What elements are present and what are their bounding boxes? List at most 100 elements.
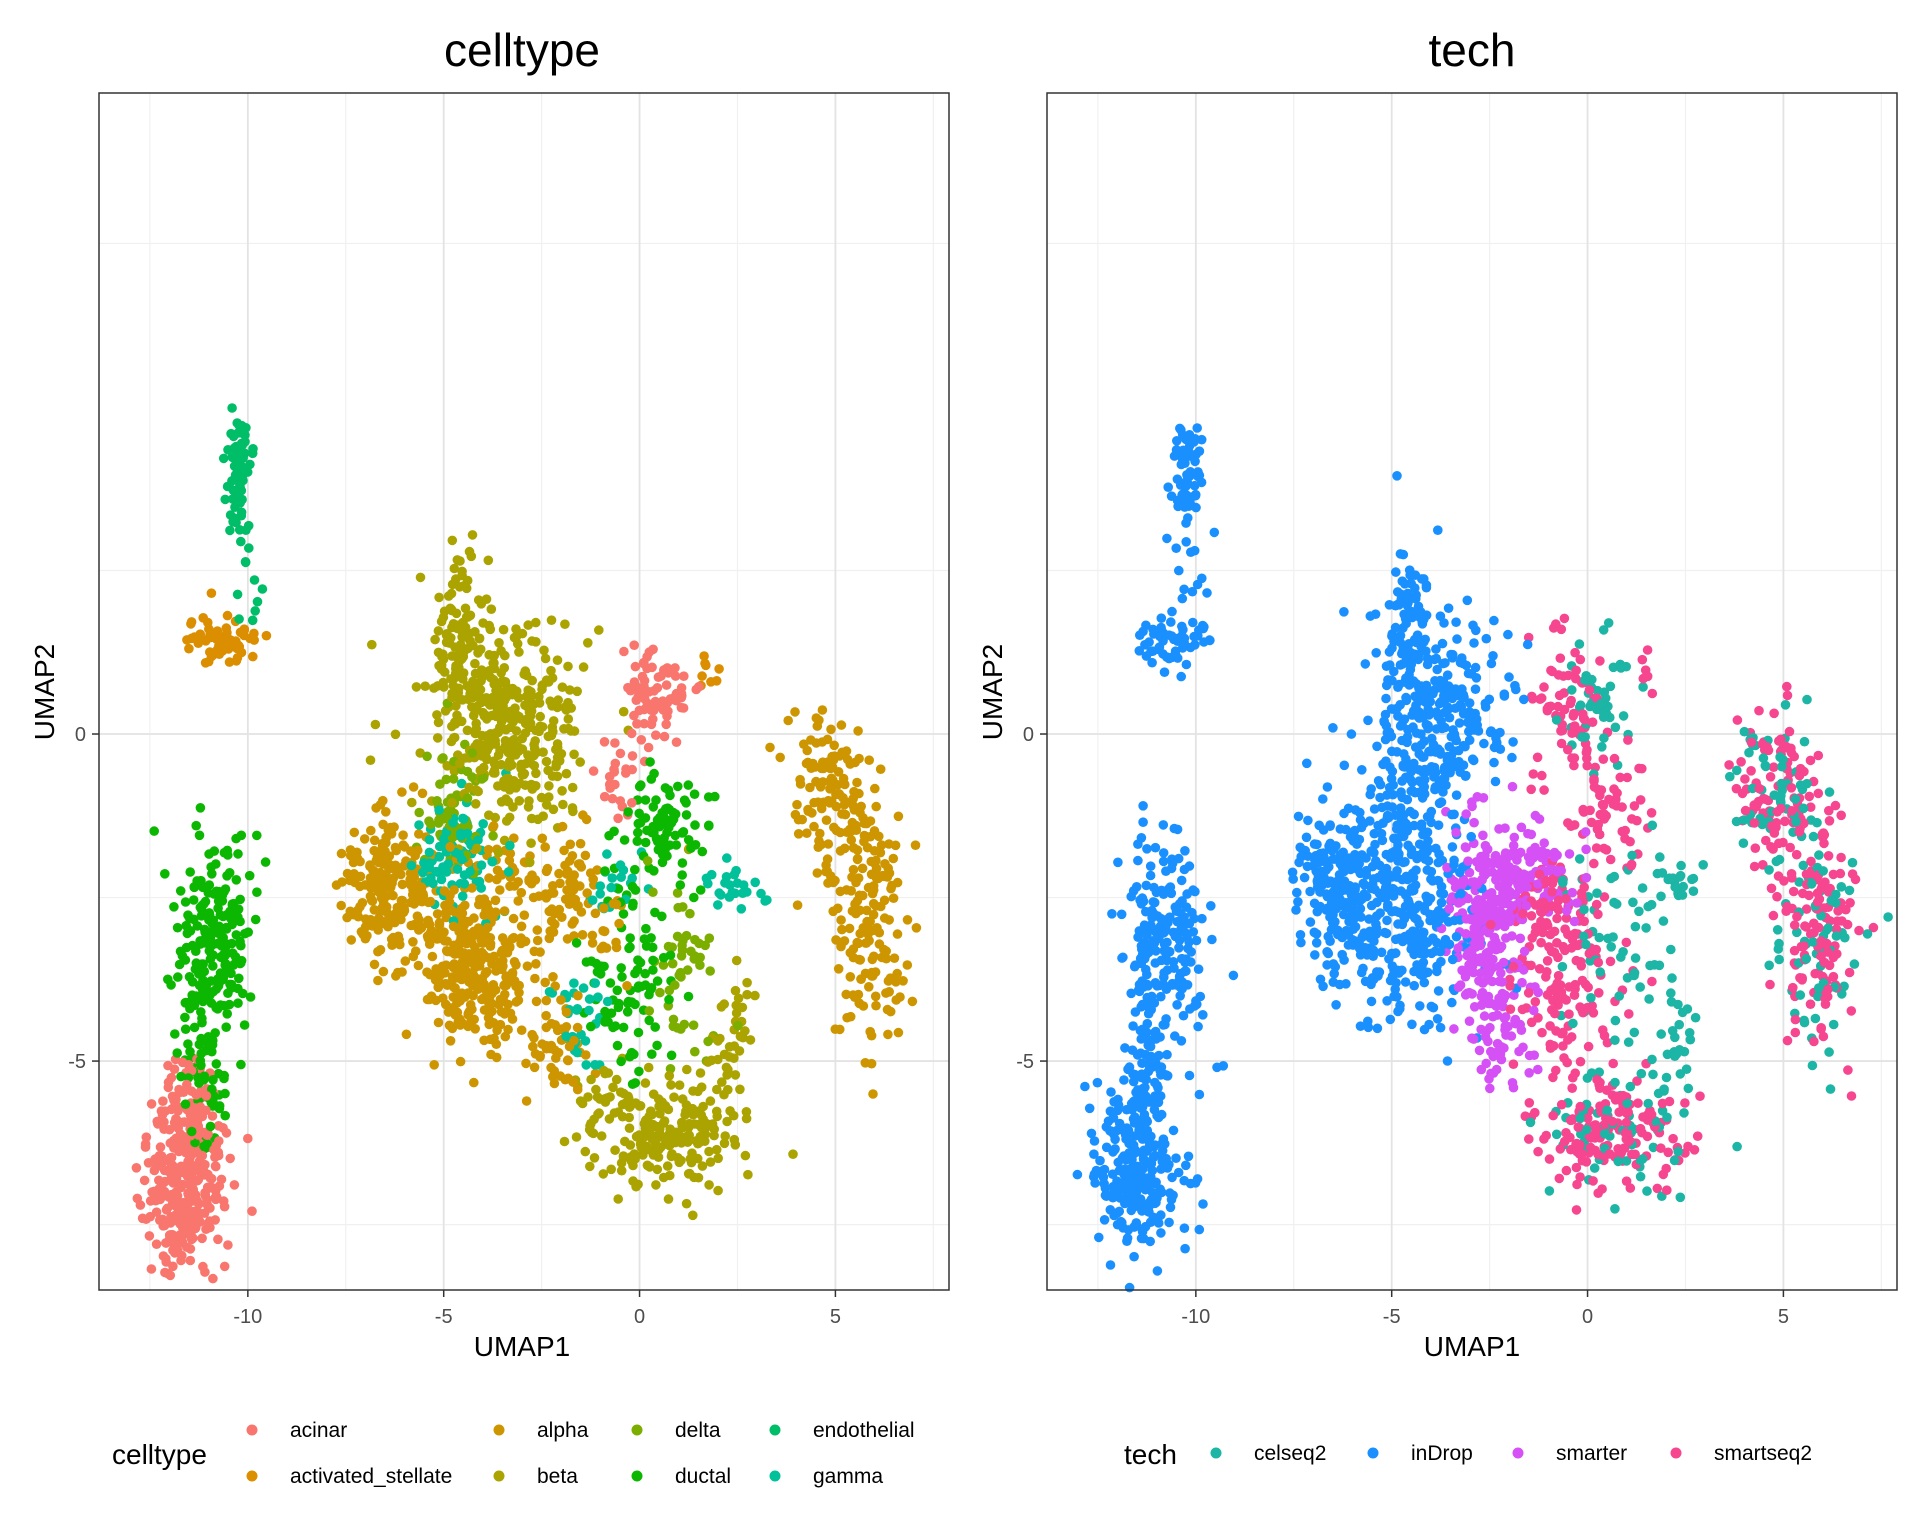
- point-acinar: [619, 646, 629, 657]
- point-beta: [741, 1113, 752, 1124]
- point-smartseq2: [1749, 861, 1760, 872]
- point-inDrop: [1428, 933, 1438, 943]
- point-alpha: [504, 976, 515, 987]
- point-alpha: [441, 912, 452, 923]
- point-beta: [682, 1064, 692, 1075]
- point-gamma: [456, 778, 467, 789]
- point-beta: [693, 1172, 704, 1183]
- point-beta: [468, 676, 478, 687]
- point-delta: [675, 967, 686, 978]
- point-alpha: [831, 825, 842, 836]
- point-celseq2: [1638, 682, 1648, 692]
- point-acinar: [604, 779, 615, 790]
- point-beta: [694, 1106, 705, 1116]
- point-ductal: [633, 827, 643, 838]
- point-alpha: [476, 955, 487, 966]
- point-ductal: [213, 903, 223, 914]
- point-ductal: [646, 933, 656, 943]
- point-ductal: [683, 991, 694, 1002]
- point-beta: [729, 1053, 739, 1063]
- point-gamma: [736, 904, 747, 914]
- x-tick-label: -10: [233, 1306, 262, 1328]
- point-celseq2: [1836, 882, 1847, 892]
- point-alpha: [575, 838, 586, 849]
- point-beta: [432, 710, 442, 720]
- point-acinar: [660, 664, 671, 675]
- point-gamma: [424, 834, 435, 845]
- point-celseq2: [1883, 912, 1893, 922]
- point-inDrop: [1443, 603, 1454, 613]
- point-smarter: [1446, 895, 1457, 905]
- point-inDrop: [1152, 1266, 1163, 1276]
- point-smartseq2: [1813, 788, 1824, 799]
- point-acinar: [639, 685, 649, 696]
- point-ductal: [209, 1099, 219, 1110]
- point-alpha: [376, 893, 387, 903]
- point-alpha: [425, 896, 436, 907]
- point-alpha: [884, 839, 894, 849]
- point-delta: [663, 941, 674, 952]
- legend-key-alpha: [493, 1424, 505, 1436]
- point-acinar: [173, 1202, 183, 1213]
- point-endothelial: [252, 596, 263, 607]
- point-delta: [448, 774, 459, 784]
- point-acinar: [636, 735, 647, 745]
- point-beta: [508, 779, 519, 789]
- point-alpha: [461, 974, 472, 984]
- point-smartseq2: [1780, 816, 1790, 827]
- point-alpha: [454, 937, 465, 947]
- point-alpha: [385, 822, 396, 833]
- point-inDrop: [1452, 634, 1462, 644]
- point-ductal: [172, 922, 183, 933]
- point-beta: [688, 1086, 698, 1096]
- point-alpha: [516, 887, 527, 898]
- point-ductal: [204, 908, 215, 918]
- point-ductal: [149, 826, 159, 836]
- point-acinar: [174, 1084, 184, 1095]
- point-alpha: [508, 913, 519, 924]
- point-inDrop: [1407, 1019, 1417, 1030]
- point-acinar: [164, 1124, 175, 1135]
- point-endothelial: [245, 459, 255, 470]
- point-celseq2: [1656, 1029, 1666, 1039]
- point-delta: [733, 1020, 743, 1031]
- point-delta: [422, 751, 432, 762]
- point-alpha: [585, 868, 596, 878]
- point-beta: [695, 1137, 705, 1147]
- point-ductal: [194, 830, 205, 841]
- point-ductal: [207, 940, 217, 951]
- point-ductal: [224, 999, 235, 1010]
- point-smartseq2: [1539, 682, 1549, 692]
- point-alpha: [488, 980, 499, 990]
- point-ductal: [586, 1021, 596, 1032]
- point-beta: [669, 1092, 679, 1102]
- point-inDrop: [1158, 820, 1169, 830]
- point-beta: [539, 645, 549, 656]
- point-beta: [638, 1147, 648, 1158]
- point-beta: [666, 1151, 677, 1162]
- point-beta: [370, 719, 381, 730]
- point-beta: [523, 620, 533, 630]
- point-alpha: [825, 776, 835, 787]
- point-beta: [459, 632, 470, 642]
- point-celseq2: [1802, 694, 1812, 705]
- point-smartseq2: [1732, 715, 1743, 725]
- point-alpha: [570, 894, 581, 905]
- point-acinar: [135, 1200, 146, 1210]
- point-beta: [625, 1140, 636, 1150]
- point-alpha: [382, 907, 392, 917]
- point-inDrop: [1488, 651, 1498, 661]
- point-beta: [517, 744, 528, 754]
- point-delta: [690, 1046, 700, 1057]
- point-celseq2: [1739, 726, 1750, 737]
- point-beta: [695, 1068, 706, 1078]
- point-ductal: [233, 983, 243, 994]
- point-alpha: [871, 801, 881, 812]
- point-beta: [740, 1026, 750, 1036]
- point-alpha: [474, 899, 484, 910]
- scatter-points: [1072, 423, 1893, 1293]
- point-smartseq2: [1532, 752, 1543, 763]
- point-smartseq2: [1526, 911, 1537, 921]
- point-delta: [667, 958, 678, 969]
